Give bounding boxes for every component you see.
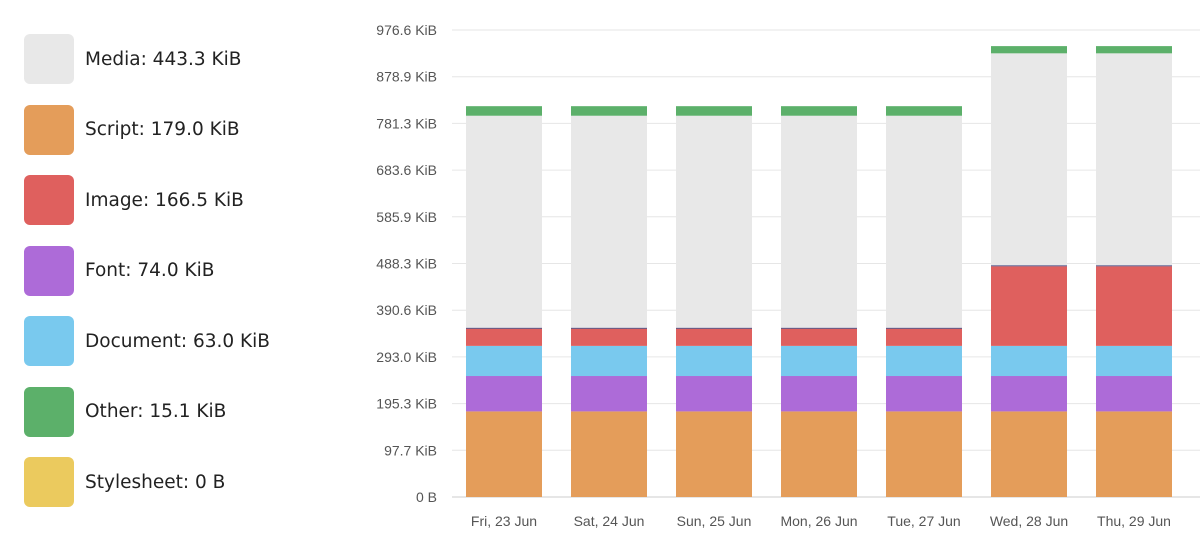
bar-segment-font[interactable]	[466, 376, 542, 412]
bar-segment-other[interactable]	[571, 106, 647, 116]
legend-swatch-document	[24, 316, 74, 366]
bar-segment-other[interactable]	[781, 106, 857, 116]
bar-segment-other[interactable]	[1096, 46, 1172, 54]
legend-swatch-stylesheet	[24, 457, 74, 507]
legend-item-other[interactable]: Other: 15.1 KiB	[24, 386, 324, 437]
bar-segment-image[interactable]	[1096, 266, 1172, 346]
legend-item-media[interactable]: Media: 443.3 KiB	[24, 34, 324, 84]
y-tick-label: 97.7 KiB	[384, 442, 437, 458]
bar-segment-stylesheet[interactable]	[676, 327, 752, 329]
x-axis-ticks: Fri, 23 Jun Sat, 24 Jun Sun, 25 Jun Mon, 26…	[471, 513, 1171, 529]
y-tick-label: 976.6 KiB	[376, 22, 437, 38]
legend-swatch-script	[24, 104, 74, 155]
bar-segment-stylesheet[interactable]	[571, 327, 647, 329]
legend-label-font: Font: 74.0 KiB	[85, 260, 215, 281]
legend-label-media: Media: 443.3 KiB	[85, 48, 242, 70]
y-axis-ticks: 0 B 97.7 KiB 195.3 KiB 293.0 KiB 390.6 KiB 48…	[376, 22, 437, 505]
y-tick-label: 195.3 KiB	[376, 396, 437, 412]
y-tick-label: 878.9 KiB	[376, 69, 437, 85]
y-tick-label: 293.0 KiB	[376, 349, 437, 365]
bar-segment-font[interactable]	[991, 376, 1067, 412]
bar-segment-document[interactable]	[781, 345, 857, 377]
x-tick-label: Tue, 27 Jun	[887, 513, 960, 529]
bar-segment-font[interactable]	[886, 376, 962, 412]
legend-label-document: Document: 63.0 KiB	[85, 330, 270, 352]
bar-segment-stylesheet[interactable]	[466, 327, 542, 329]
bar-segment-media[interactable]	[991, 53, 1067, 266]
bar-segment-other[interactable]	[676, 106, 752, 116]
legend-label-other: Other: 15.1 KiB	[85, 401, 227, 422]
legend-label-stylesheet: Stylesheet: 0 B	[85, 471, 226, 493]
bar-segment-image[interactable]	[886, 328, 962, 346]
legend-item-script[interactable]: Script: 179.0 KiB	[24, 104, 324, 155]
bar-segment-image[interactable]	[466, 328, 542, 346]
legend-label-script: Script: 179.0 KiB	[85, 119, 240, 140]
bar-segment-font[interactable]	[571, 376, 647, 412]
bar-segment-script[interactable]	[1096, 411, 1172, 497]
bar-segment-image[interactable]	[676, 328, 752, 346]
bar-segment-font[interactable]	[1096, 376, 1172, 412]
x-tick-label: Thu, 29 Jun	[1097, 513, 1171, 529]
y-tick-label: 781.3 KiB	[376, 115, 437, 131]
y-tick-label: 683.6 KiB	[376, 162, 437, 178]
bar-segment-image[interactable]	[781, 328, 857, 346]
y-tick-label: 0 B	[416, 489, 437, 505]
bar-segment-document[interactable]	[571, 345, 647, 377]
bar-segment-other[interactable]	[991, 46, 1067, 54]
bar-segment-script[interactable]	[571, 411, 647, 497]
bar-segment-document[interactable]	[676, 345, 752, 377]
x-tick-label: Mon, 26 Jun	[780, 513, 857, 529]
bar-segment-media[interactable]	[676, 115, 752, 328]
stacked-bar-chart: 0 B 97.7 KiB 195.3 KiB 293.0 KiB 390.6 KiB 48…	[376, 22, 1200, 529]
bar-segment-font[interactable]	[781, 376, 857, 412]
bar-segment-document[interactable]	[1096, 345, 1172, 377]
bar-segment-script[interactable]	[676, 411, 752, 497]
y-tick-label: 390.6 KiB	[376, 302, 437, 318]
bar-segment-stylesheet[interactable]	[781, 327, 857, 329]
legend-swatch-media	[24, 34, 74, 84]
legend-item-document[interactable]: Document: 63.0 KiB	[24, 316, 324, 366]
y-tick-label: 488.3 KiB	[376, 256, 437, 272]
bar-segment-stylesheet[interactable]	[991, 265, 1067, 267]
legend-item-image[interactable]: Image: 166.5 KiB	[24, 175, 324, 225]
legend-swatch-font	[24, 245, 74, 296]
bar-segment-document[interactable]	[466, 345, 542, 377]
bar-segment-media[interactable]	[781, 115, 857, 328]
bars	[466, 46, 1172, 497]
bar-segment-stylesheet[interactable]	[886, 327, 962, 329]
x-tick-label: Sun, 25 Jun	[677, 513, 752, 529]
bar-segment-document[interactable]	[991, 345, 1067, 377]
bar-segment-media[interactable]	[1096, 53, 1172, 266]
bar-segment-other[interactable]	[886, 106, 962, 116]
x-tick-label: Fri, 23 Jun	[471, 513, 537, 529]
y-tick-label: 585.9 KiB	[376, 209, 437, 225]
legend-swatch-image	[24, 175, 74, 225]
bar-segment-image[interactable]	[991, 266, 1067, 346]
bar-segment-media[interactable]	[571, 115, 647, 328]
bar-segment-font[interactable]	[676, 376, 752, 412]
bar-segment-other[interactable]	[466, 106, 542, 116]
legend: Media: 443.3 KiB Script: 179.0 KiB Image…	[24, 34, 324, 528]
legend-item-stylesheet[interactable]: Stylesheet: 0 B	[24, 457, 324, 507]
bar-segment-document[interactable]	[886, 345, 962, 377]
bar-segment-media[interactable]	[886, 115, 962, 328]
legend-item-font[interactable]: Font: 74.0 KiB	[24, 245, 324, 296]
bar-segment-script[interactable]	[781, 411, 857, 497]
bar-segment-script[interactable]	[466, 411, 542, 497]
x-tick-label: Sat, 24 Jun	[574, 513, 645, 529]
x-tick-label: Wed, 28 Jun	[990, 513, 1068, 529]
bar-segment-script[interactable]	[886, 411, 962, 497]
legend-label-image: Image: 166.5 KiB	[85, 189, 244, 211]
bar-segment-script[interactable]	[991, 411, 1067, 497]
legend-swatch-other	[24, 386, 74, 437]
bar-segment-image[interactable]	[571, 328, 647, 346]
bar-segment-stylesheet[interactable]	[1096, 265, 1172, 267]
bar-segment-media[interactable]	[466, 115, 542, 328]
